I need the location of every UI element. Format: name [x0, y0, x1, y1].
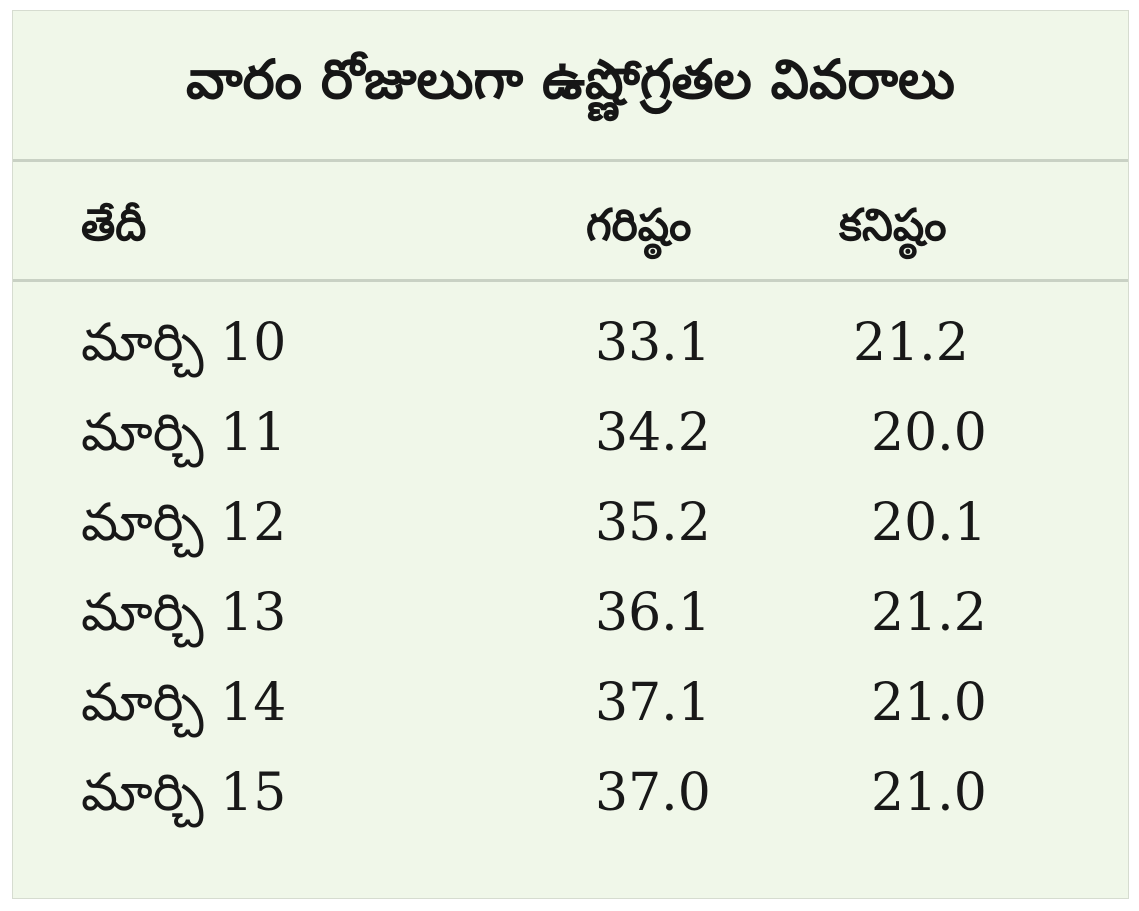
column-header-max: గరిష్ఠం: [586, 200, 692, 251]
cell-max: 33.1: [595, 313, 711, 373]
cell-min: 21.0: [871, 763, 987, 823]
cell-date: మార్చి 12: [81, 493, 287, 553]
header-divider: [13, 279, 1128, 282]
cell-min: 20.0: [871, 403, 987, 463]
cell-min: 20.1: [871, 493, 987, 553]
table-title: వారం రోజులుగా ఉష్ణోగ్రతల వివరాలు: [186, 47, 955, 111]
table-row: మార్చి 11 34.2 20.0: [13, 391, 1128, 481]
cell-date: మార్చి 13: [81, 583, 287, 643]
cell-max: 37.0: [595, 763, 711, 823]
table-header-row: తేదీ గరిష్ఠం కనిష్ఠం: [13, 162, 1128, 279]
cell-max: 35.2: [595, 493, 711, 553]
cell-date: మార్చి 15: [81, 763, 287, 823]
table-row: మార్చి 14 37.1 21.0: [13, 661, 1128, 751]
table-row: మార్చి 10 33.1 21.2: [13, 301, 1128, 391]
title-divider: [13, 159, 1128, 162]
cell-min: 21.2: [853, 313, 969, 373]
table-row: మార్చి 13 36.1 21.2: [13, 571, 1128, 661]
column-header-date: తేదీ: [81, 200, 147, 251]
cell-min: 21.0: [871, 673, 987, 733]
column-header-min: కనిష్ఠం: [839, 200, 947, 251]
cell-max: 34.2: [595, 403, 711, 463]
cell-date: మార్చి 14: [81, 673, 287, 733]
table-row: మార్చి 12 35.2 20.1: [13, 481, 1128, 571]
cell-min: 21.2: [871, 583, 987, 643]
temperature-table-card: వారం రోజులుగా ఉష్ణోగ్రతల వివరాలు తేదీ గర…: [12, 10, 1129, 899]
cell-max: 36.1: [595, 583, 711, 643]
cell-date: మార్చి 11: [81, 403, 287, 463]
cell-max: 37.1: [595, 673, 711, 733]
table-row: మార్చి 15 37.0 21.0: [13, 751, 1128, 841]
cell-date: మార్చి 10: [81, 313, 287, 373]
